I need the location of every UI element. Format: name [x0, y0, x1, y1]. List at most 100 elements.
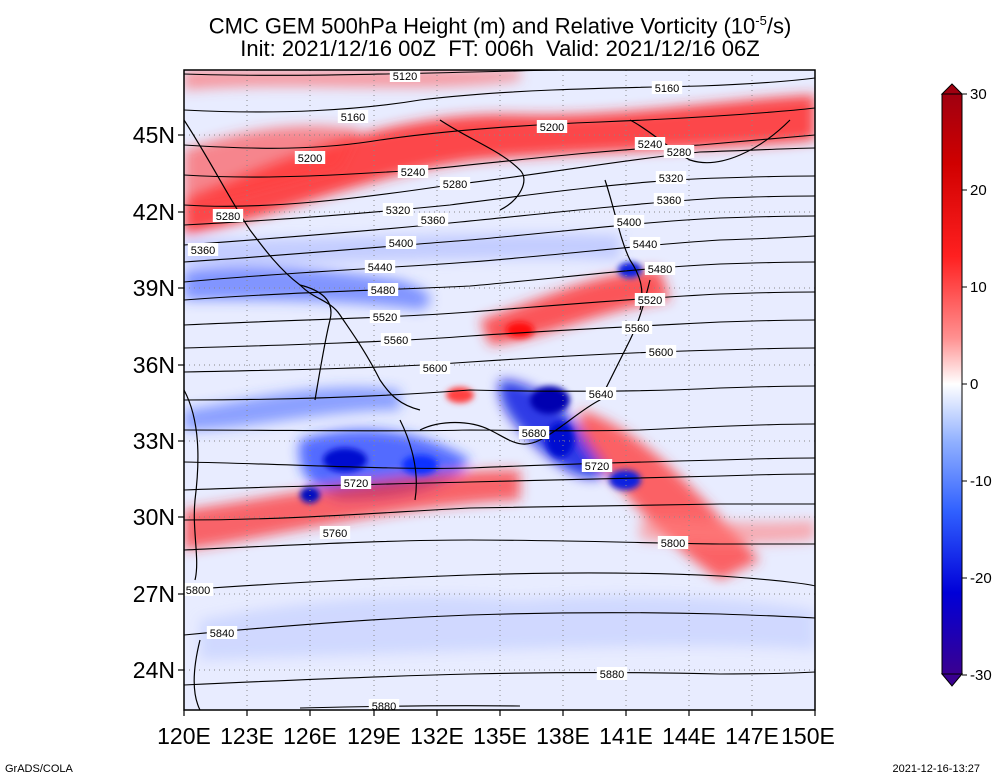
contour-label-bg — [340, 476, 372, 489]
contour-label: 5440 — [368, 262, 392, 274]
contour-label: 5480 — [371, 285, 395, 297]
contour-label: 5520 — [373, 312, 397, 324]
contour-label: 5720 — [585, 461, 609, 473]
generated-timestamp: 2021-12-16-13:27 — [892, 763, 980, 775]
vorticity-field: 5120 5160 5160 5200 5200 5240 5240 5280 5280 5280… — [184, 70, 815, 713]
contour-label: 5600 — [649, 347, 673, 359]
lon-label: 135E — [473, 723, 527, 749]
contour-label: 5400 — [617, 217, 641, 229]
contour-label-bg — [439, 177, 471, 190]
software-credit: GrADS/COLA — [5, 763, 73, 775]
contour-labels: 5120 5160 5160 5200 5200 5240 5240 5280 5280 5280… — [184, 70, 695, 713]
contour-label-bg — [634, 137, 666, 150]
contour-label: 5360 — [191, 245, 215, 257]
colorbar-top-arrow — [940, 83, 964, 95]
contour-label: 5240 — [401, 167, 425, 179]
colorbar-scale — [941, 93, 963, 675]
contour-label: 5440 — [633, 239, 657, 251]
contour-label-bg — [536, 120, 568, 133]
contour-label-bg — [389, 70, 421, 82]
contour-label-bg — [651, 81, 683, 94]
contour-label: 5280 — [667, 147, 691, 159]
colorbar-tick: -20 — [970, 570, 992, 587]
contour-label: 5360 — [421, 215, 445, 227]
contour-label: 5320 — [659, 173, 683, 185]
contour-label: 5160 — [655, 83, 679, 95]
lon-label: 126E — [283, 723, 337, 749]
contour-label-bg — [596, 667, 628, 680]
lat-label: 30N — [133, 504, 175, 530]
contour-label-bg — [212, 209, 244, 222]
lon-label: 132E — [410, 723, 464, 749]
contour-label-bg — [364, 260, 396, 273]
contour-label: 5120 — [393, 71, 417, 83]
contour-label-bg — [613, 215, 645, 228]
contour-label-bg — [385, 236, 417, 249]
contour-label-bg — [368, 699, 400, 710]
contour-label-bg — [644, 262, 676, 275]
contour-label-bg — [634, 293, 666, 306]
graticule — [184, 70, 815, 710]
chart-subtitle: Init: 2021/12/16 00Z FT: 006h Valid: 202… — [240, 36, 760, 61]
colorbar-tick: -10 — [970, 473, 992, 490]
axis-ticks — [178, 134, 816, 716]
contour-label: 5280 — [443, 179, 467, 191]
contour-label: 5320 — [386, 205, 410, 217]
height-contours — [184, 70, 815, 709]
contour-label-bg — [187, 243, 219, 256]
lon-label: 147E — [725, 723, 779, 749]
contour-label: 5720 — [344, 478, 368, 490]
contour-label-bg — [294, 151, 326, 164]
lat-label: 39N — [133, 275, 175, 301]
contour-label-bg — [585, 387, 617, 400]
contour-label-bg — [369, 310, 401, 323]
contour-label-bg — [653, 193, 685, 206]
contour-label-bg — [621, 321, 653, 334]
contour-label: 5240 — [638, 139, 662, 151]
lat-label: 33N — [133, 428, 175, 454]
lon-label: 144E — [662, 723, 716, 749]
lon-label: 120E — [157, 723, 211, 749]
contour-label-bg — [319, 526, 351, 539]
title-units: /s) — [766, 13, 792, 39]
contour-label-bg — [518, 426, 550, 439]
contour-label: 5280 — [216, 211, 240, 223]
contour-label-bg — [184, 583, 214, 596]
contour-label-bg — [645, 345, 677, 358]
contour-label: 5800 — [186, 585, 210, 597]
title-text: CMC GEM 500hPa Height (m) and Relative V… — [208, 13, 756, 39]
contour-label-bg — [655, 171, 687, 184]
colorbar-tick: 10 — [970, 279, 987, 296]
contour-label: 5880 — [600, 669, 624, 681]
colorbar-tick: -30 — [970, 667, 992, 684]
chart-title: CMC GEM 500hPa Height (m) and Relative V… — [0, 8, 1000, 39]
contour-label-bg — [581, 459, 613, 472]
colorbar-tick: 30 — [970, 86, 987, 103]
contour-label-bg — [417, 213, 449, 226]
contour-label-bg — [382, 203, 414, 216]
colorbar-bottom-arrow — [940, 673, 964, 687]
lat-label: 36N — [133, 352, 175, 378]
contour-label-bg — [367, 283, 399, 296]
contour-label-bg — [419, 361, 451, 374]
contour-label: 5880 — [372, 701, 396, 713]
contour-label-bg — [663, 145, 695, 158]
contour-label: 5200 — [540, 122, 564, 134]
contour-label-bg — [206, 626, 238, 639]
lon-label: 141E — [599, 723, 653, 749]
contour-label: 5640 — [589, 389, 613, 401]
contour-label: 5840 — [210, 628, 234, 640]
contour-label: 5560 — [625, 323, 649, 335]
contour-label: 5160 — [341, 112, 365, 124]
colorbar-tick: 20 — [970, 182, 987, 199]
lon-label: 138E — [536, 723, 590, 749]
contour-label-bg — [337, 110, 369, 123]
contour-label: 5520 — [638, 295, 662, 307]
contour-label-bg — [380, 333, 412, 346]
colorbar: 30 20 10 0 -10 -20 -30 — [940, 83, 992, 687]
lat-label: 45N — [133, 122, 175, 148]
contour-label: 5560 — [384, 335, 408, 347]
contour-label: 5480 — [648, 264, 672, 276]
contour-label-bg — [657, 536, 689, 549]
